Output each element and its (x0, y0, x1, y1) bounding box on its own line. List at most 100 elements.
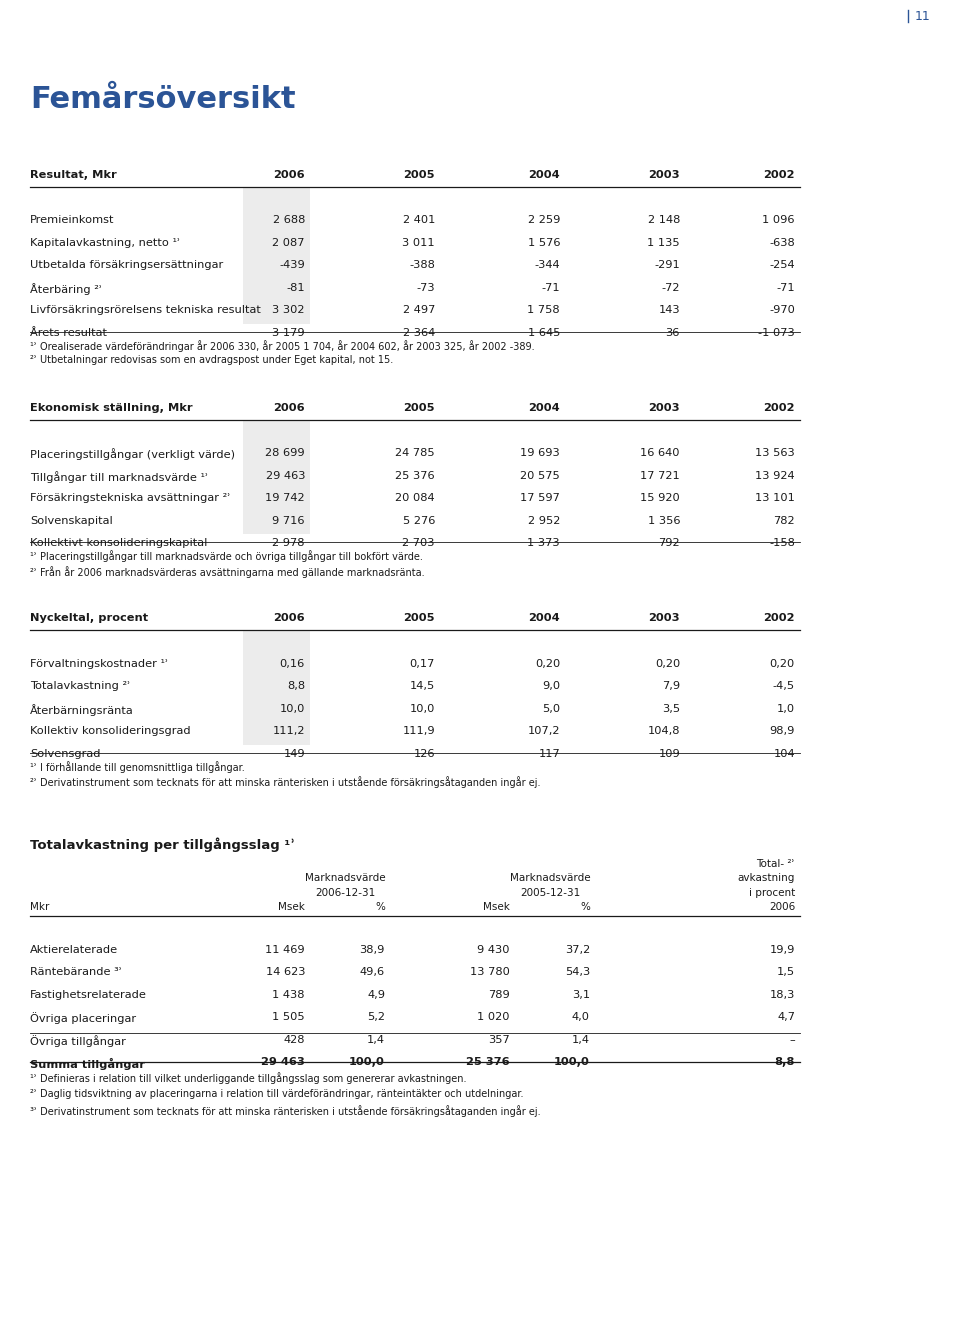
Text: 1 758: 1 758 (527, 305, 560, 316)
Text: Aktierelaterade: Aktierelaterade (30, 946, 118, 955)
Text: Förvaltningskostnader ¹ʾ: Förvaltningskostnader ¹ʾ (30, 659, 169, 669)
Text: 111,9: 111,9 (402, 726, 435, 737)
Text: 2 148: 2 148 (648, 215, 680, 226)
Text: 5 276: 5 276 (402, 517, 435, 526)
Bar (243, 420, 310, 534)
Text: 38,9: 38,9 (360, 946, 385, 955)
Text: Övriga placeringar: Övriga placeringar (30, 1012, 136, 1024)
Text: Marknadsvärde: Marknadsvärde (304, 874, 385, 883)
Text: 428: 428 (283, 1035, 305, 1045)
Text: 19 693: 19 693 (520, 449, 560, 458)
Text: 1 020: 1 020 (477, 1012, 510, 1023)
Text: 19,9: 19,9 (770, 946, 795, 955)
Text: 1,5: 1,5 (777, 968, 795, 977)
Text: Kapitalavkastning, netto ¹ʾ: Kapitalavkastning, netto ¹ʾ (30, 238, 180, 248)
Text: -344: -344 (535, 260, 560, 271)
Text: 2006-12-31: 2006-12-31 (315, 888, 375, 898)
Text: 10,0: 10,0 (410, 704, 435, 714)
Text: -254: -254 (769, 260, 795, 271)
Text: 100,0: 100,0 (349, 1057, 385, 1068)
Text: 1,4: 1,4 (367, 1035, 385, 1045)
Text: 0,20: 0,20 (535, 659, 560, 669)
Text: 10,0: 10,0 (279, 704, 305, 714)
Text: 104,8: 104,8 (647, 726, 680, 737)
Text: 8,8: 8,8 (287, 681, 305, 692)
Text: 1 096: 1 096 (762, 215, 795, 226)
Text: 20 084: 20 084 (396, 494, 435, 503)
Text: 28 699: 28 699 (265, 449, 305, 458)
Text: %: % (580, 903, 590, 912)
Text: 4,7: 4,7 (777, 1012, 795, 1023)
Text: 14,5: 14,5 (410, 681, 435, 692)
Text: 107,2: 107,2 (527, 726, 560, 737)
Text: 17 597: 17 597 (520, 494, 560, 503)
Text: Totalavkastning ²ʾ: Totalavkastning ²ʾ (30, 681, 131, 692)
Text: 18,3: 18,3 (770, 989, 795, 1000)
Text: Återbäring ²ʾ: Återbäring ²ʾ (30, 283, 103, 295)
Text: 11 469: 11 469 (265, 946, 305, 955)
Text: 25 376: 25 376 (396, 471, 435, 481)
Text: 29 463: 29 463 (261, 1057, 305, 1068)
Text: 4,9: 4,9 (367, 989, 385, 1000)
Text: -71: -71 (777, 283, 795, 293)
Text: i procent: i procent (749, 888, 795, 898)
Text: 2005: 2005 (403, 402, 435, 413)
Text: 1 373: 1 373 (527, 538, 560, 548)
Text: 5,0: 5,0 (541, 704, 560, 714)
Text: 111,2: 111,2 (273, 726, 305, 737)
Text: 117: 117 (539, 749, 560, 760)
Text: 2 978: 2 978 (273, 538, 305, 548)
Text: 0,17: 0,17 (410, 659, 435, 669)
Text: 2006: 2006 (769, 903, 795, 912)
Text: 5,2: 5,2 (367, 1012, 385, 1023)
Text: –: – (789, 1035, 795, 1045)
Text: 792: 792 (659, 538, 680, 548)
Text: 2005-12-31: 2005-12-31 (520, 888, 580, 898)
Text: 3,1: 3,1 (572, 989, 590, 1000)
Text: -388: -388 (409, 260, 435, 271)
Text: Utbetalda försäkringsersättningar: Utbetalda försäkringsersättningar (30, 260, 224, 271)
Text: -970: -970 (769, 305, 795, 316)
Text: 13 924: 13 924 (756, 471, 795, 481)
Text: 2003: 2003 (648, 402, 680, 413)
Text: 782: 782 (774, 517, 795, 526)
Text: 20 575: 20 575 (520, 471, 560, 481)
Text: Kollektivt konsolideringskapital: Kollektivt konsolideringskapital (30, 538, 207, 548)
Text: 2003: 2003 (648, 614, 680, 624)
Text: 3 302: 3 302 (273, 305, 305, 316)
Text: Årets resultat: Årets resultat (30, 328, 107, 339)
Text: 98,9: 98,9 (770, 726, 795, 737)
Text: 2 087: 2 087 (273, 238, 305, 248)
Text: 357: 357 (489, 1035, 510, 1045)
Text: 49,6: 49,6 (360, 968, 385, 977)
Text: -73: -73 (417, 283, 435, 293)
Text: 2003: 2003 (648, 170, 680, 181)
Text: 1,4: 1,4 (572, 1035, 590, 1045)
Text: 19 742: 19 742 (265, 494, 305, 503)
Text: 29 463: 29 463 (266, 471, 305, 481)
Text: 9 716: 9 716 (273, 517, 305, 526)
Text: Femårsöversikt: Femårsöversikt (30, 85, 296, 114)
Text: Total- ²ʾ: Total- ²ʾ (756, 859, 795, 869)
Text: Ekonomisk ställning, Mkr: Ekonomisk ställning, Mkr (30, 402, 193, 413)
Text: -72: -72 (661, 283, 680, 293)
Text: Tillgångar till marknadsvärde ¹ʾ: Tillgångar till marknadsvärde ¹ʾ (30, 471, 208, 483)
Text: 16 640: 16 640 (640, 449, 680, 458)
Text: 2002: 2002 (763, 402, 795, 413)
Text: 2006: 2006 (274, 614, 305, 624)
Text: -81: -81 (286, 283, 305, 293)
Text: 1,0: 1,0 (777, 704, 795, 714)
Text: Mkr: Mkr (30, 903, 49, 912)
Text: Resultat, Mkr: Resultat, Mkr (30, 170, 117, 181)
Text: -291: -291 (655, 260, 680, 271)
Text: 789: 789 (489, 989, 510, 1000)
Text: Övriga tillgångar: Övriga tillgångar (30, 1035, 126, 1046)
Text: Fastighetsrelaterade: Fastighetsrelaterade (30, 989, 147, 1000)
Text: Totalavkastning per tillgångsslag ¹ʾ: Totalavkastning per tillgångsslag ¹ʾ (30, 837, 295, 851)
Text: 13 101: 13 101 (756, 494, 795, 503)
Text: 104: 104 (774, 749, 795, 760)
Text: 1 505: 1 505 (273, 1012, 305, 1023)
Text: 54,3: 54,3 (564, 968, 590, 977)
Bar (243, 187, 310, 324)
Text: 2 497: 2 497 (402, 305, 435, 316)
